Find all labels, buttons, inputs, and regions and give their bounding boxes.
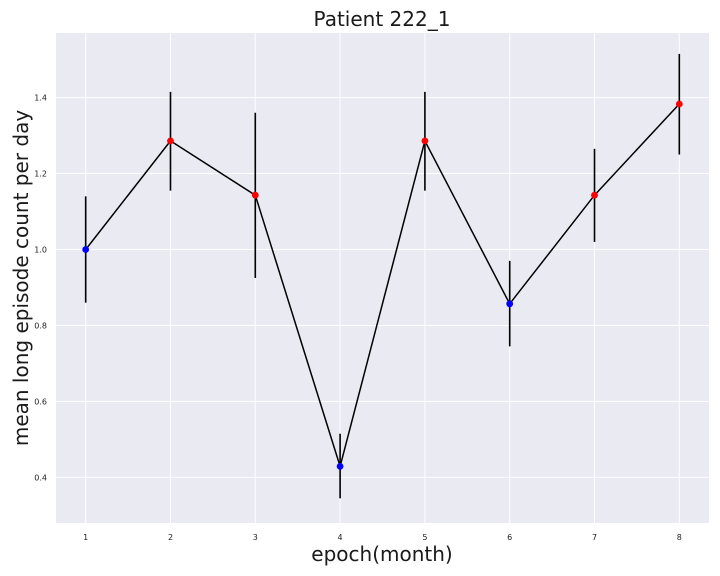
y-tick-label: 1.0 (34, 246, 47, 255)
x-tick-label: 7 (592, 533, 597, 542)
data-point (421, 137, 429, 145)
x-tick-label: 5 (422, 533, 427, 542)
x-tick-label: 6 (507, 533, 512, 542)
data-point (506, 300, 514, 308)
data-point (82, 246, 90, 253)
y-tick-label: 0.6 (34, 397, 47, 406)
x-tick-labels: 1 2 3 4 5 6 7 8 (83, 533, 682, 542)
y-tick-label: 0.4 (34, 473, 47, 482)
y-tick-labels: 0.4 0.6 0.8 1.0 1.2 1.4 (34, 94, 47, 483)
series-line (85, 103, 680, 470)
data-point (167, 137, 174, 145)
y-tick-label: 1.2 (34, 170, 47, 179)
x-tick-label: 3 (253, 533, 258, 542)
x-tick-label: 2 (168, 533, 173, 542)
y-axis-title: mean long episode count per day (9, 110, 33, 446)
x-tick-label: 4 (338, 533, 343, 542)
data-point (251, 191, 259, 199)
data-point (591, 191, 598, 199)
data-points (82, 100, 683, 470)
y-tick-label: 1.4 (34, 94, 47, 103)
chart-title: Patient 222_1 (314, 7, 451, 31)
series-lines (85, 103, 680, 470)
x-tick-label: 1 (83, 533, 88, 542)
y-tick-label: 0.8 (34, 321, 47, 330)
x-tick-label: 8 (677, 533, 682, 542)
data-point (675, 100, 683, 108)
data-point (336, 463, 344, 470)
plot-area (56, 33, 709, 523)
x-axis-title: epoch(month) (311, 542, 452, 566)
